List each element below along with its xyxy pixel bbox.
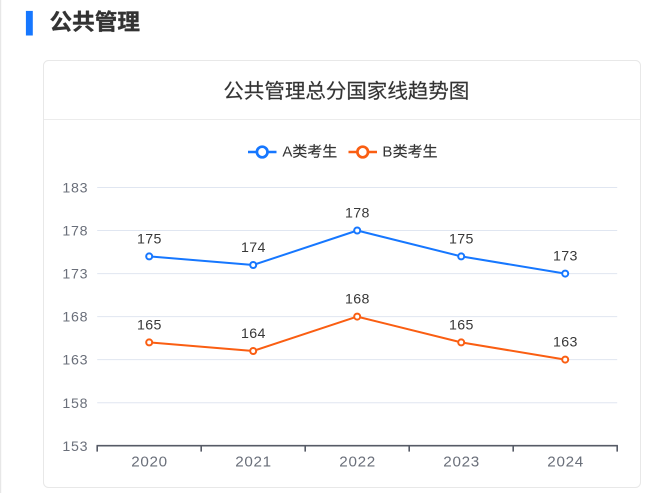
svg-text:153: 153	[62, 439, 88, 455]
svg-text:A: A	[282, 144, 292, 161]
svg-text:178: 178	[62, 224, 88, 240]
svg-text:175: 175	[137, 232, 162, 248]
svg-text:163: 163	[553, 335, 578, 351]
svg-text:164: 164	[241, 326, 266, 342]
svg-text:173: 173	[62, 267, 88, 283]
svg-text:168: 168	[62, 310, 88, 326]
svg-text:174: 174	[241, 240, 266, 256]
svg-text:163: 163	[62, 353, 88, 369]
svg-text:175: 175	[449, 232, 474, 248]
svg-text:2023: 2023	[443, 454, 480, 471]
svg-text:2021: 2021	[235, 454, 272, 471]
svg-text:B: B	[382, 144, 392, 161]
svg-text:2022: 2022	[339, 454, 376, 471]
svg-text:2020: 2020	[131, 454, 168, 471]
svg-text:165: 165	[449, 318, 474, 334]
svg-text:165: 165	[137, 318, 162, 334]
svg-text:2024: 2024	[547, 454, 584, 471]
svg-text:168: 168	[345, 292, 370, 308]
svg-text:173: 173	[553, 249, 578, 265]
svg-text:158: 158	[62, 396, 88, 412]
svg-text:183: 183	[62, 181, 88, 197]
svg-text:178: 178	[345, 206, 370, 222]
